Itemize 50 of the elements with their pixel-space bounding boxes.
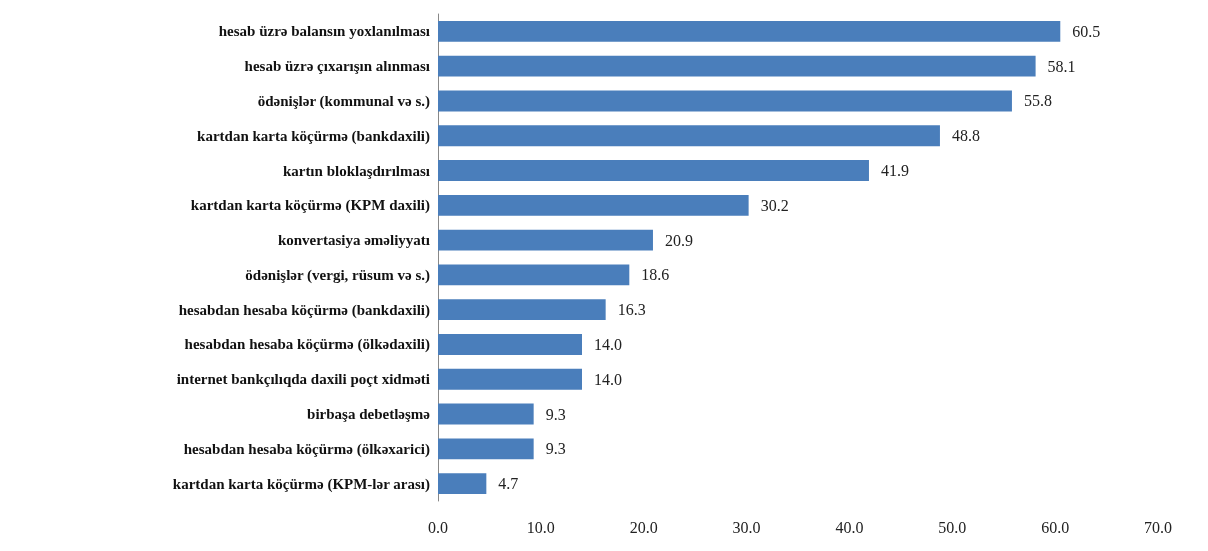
x-tick-label: 70.0 — [1144, 518, 1172, 536]
bar — [438, 194, 749, 216]
y-tick-label: hesabdan hesaba köçürmə (bankdaxili) — [178, 301, 430, 319]
data-label: 14.0 — [594, 370, 622, 388]
bar — [438, 90, 1012, 112]
bar — [438, 20, 1061, 42]
bar — [438, 438, 534, 460]
bar — [438, 160, 869, 181]
y-tick-label: ödənişlər (vergi, rüsum və s.) — [245, 266, 430, 284]
y-tick-label: birbaşa debetləşmə — [307, 406, 431, 423]
bar — [438, 473, 487, 495]
data-label: 30.2 — [760, 196, 789, 214]
y-tick-label: hesabdan hesaba köçürmə (ölkədaxili) — [184, 336, 430, 354]
x-tick-label: 60.0 — [1041, 518, 1070, 536]
data-label: 14.0 — [594, 335, 622, 353]
y-tick-label: internet bankçılıqda daxili poçt xidməti — [176, 371, 430, 388]
data-label: 18.6 — [641, 266, 670, 284]
y-tick-label: hesabdan hesaba köçürmə (ölkəxarici) — [183, 440, 430, 458]
y-tick-label: konvertasiya əməliyyatı — [277, 232, 430, 249]
x-tick-label: 50.0 — [938, 518, 967, 536]
bar — [438, 334, 582, 355]
x-tick-label: 0.0 — [428, 518, 448, 536]
x-tick-label: 30.0 — [732, 518, 761, 536]
bar — [438, 55, 1036, 77]
y-tick-label: kartın bloklaşdırılması — [282, 162, 430, 179]
data-label: 60.5 — [1072, 22, 1101, 40]
bar — [438, 229, 653, 251]
y-tick-label: kartdan karta köçürmə (KPM daxili) — [190, 197, 430, 215]
bar — [438, 403, 534, 425]
data-label: 41.9 — [880, 162, 909, 180]
bar — [438, 264, 630, 286]
x-tick-label: 10.0 — [526, 518, 555, 536]
data-label: 20.9 — [664, 231, 693, 249]
data-label: 55.8 — [1023, 92, 1052, 110]
y-tick-label: kartdan karta köçürmə (bankdaxili) — [197, 127, 430, 145]
x-tick-label: 20.0 — [629, 518, 658, 536]
x-tick-label: 40.0 — [835, 518, 864, 536]
y-tick-label: hesab üzrə balansın yoxlanılması — [218, 23, 430, 40]
y-tick-label: ödənişlər (kommunal və s.) — [257, 92, 430, 110]
bar — [438, 299, 606, 321]
bar — [438, 125, 940, 147]
data-label: 4.7 — [498, 475, 519, 493]
data-label: 9.3 — [545, 405, 566, 423]
data-label: 48.8 — [951, 127, 980, 145]
data-label: 16.3 — [617, 301, 646, 319]
y-tick-label: kartdan karta köçürmə (KPM-lər arası) — [172, 475, 430, 493]
bar — [438, 368, 582, 390]
y-tick-label: hesab üzrə çıxarışın alınması — [244, 58, 430, 75]
data-label: 58.1 — [1047, 57, 1076, 75]
data-label: 9.3 — [545, 440, 566, 458]
